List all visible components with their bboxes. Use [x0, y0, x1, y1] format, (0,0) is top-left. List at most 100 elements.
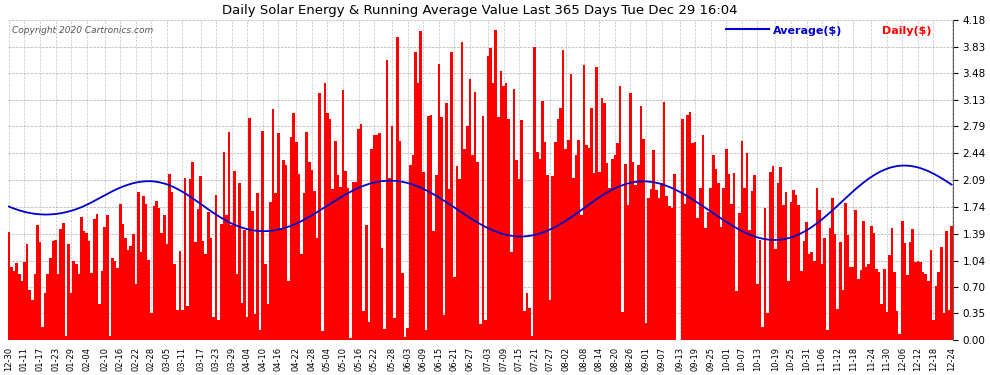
- Bar: [181, 310, 184, 340]
- Bar: [298, 174, 300, 340]
- Bar: [62, 223, 64, 340]
- Bar: [29, 290, 31, 340]
- Bar: [880, 304, 883, 340]
- Bar: [834, 234, 837, 340]
- Bar: [606, 163, 609, 340]
- Bar: [914, 262, 917, 340]
- Bar: [655, 190, 657, 340]
- Bar: [367, 322, 370, 340]
- Bar: [720, 227, 723, 340]
- Bar: [526, 293, 528, 340]
- Bar: [771, 166, 774, 340]
- Bar: [489, 48, 492, 340]
- Bar: [572, 178, 575, 340]
- Bar: [515, 160, 518, 340]
- Bar: [795, 195, 798, 340]
- Bar: [458, 179, 460, 340]
- Bar: [375, 135, 378, 340]
- Bar: [47, 274, 50, 340]
- Bar: [417, 83, 420, 340]
- Bar: [689, 112, 691, 340]
- Bar: [769, 172, 771, 340]
- Bar: [349, 338, 352, 340]
- Bar: [497, 117, 500, 340]
- Bar: [266, 303, 269, 340]
- Bar: [539, 159, 542, 340]
- Bar: [225, 215, 228, 340]
- Bar: [244, 230, 246, 340]
- Bar: [805, 222, 808, 340]
- Bar: [505, 82, 508, 340]
- Bar: [460, 42, 463, 340]
- Bar: [359, 124, 362, 340]
- Bar: [199, 176, 202, 340]
- Bar: [163, 214, 165, 340]
- Bar: [938, 272, 940, 340]
- Bar: [761, 327, 764, 340]
- Bar: [316, 237, 319, 340]
- Bar: [544, 142, 546, 340]
- Bar: [274, 193, 277, 340]
- Bar: [502, 87, 505, 340]
- Bar: [399, 141, 401, 340]
- Bar: [849, 267, 851, 340]
- Bar: [407, 328, 409, 340]
- Bar: [98, 303, 101, 340]
- Bar: [826, 330, 829, 340]
- Bar: [479, 324, 481, 340]
- Bar: [168, 174, 170, 340]
- Bar: [292, 112, 295, 340]
- Bar: [901, 220, 904, 340]
- Bar: [396, 38, 399, 340]
- Bar: [733, 173, 736, 340]
- Bar: [77, 274, 80, 340]
- Bar: [430, 115, 433, 340]
- Bar: [83, 231, 85, 340]
- Text: Copyright 2020 Cartronics.com: Copyright 2020 Cartronics.com: [12, 26, 153, 35]
- Bar: [414, 52, 417, 340]
- Bar: [23, 262, 26, 340]
- Bar: [816, 188, 818, 340]
- Bar: [904, 243, 906, 340]
- Bar: [36, 225, 39, 340]
- Bar: [290, 137, 292, 340]
- Bar: [643, 140, 644, 340]
- Bar: [300, 254, 303, 340]
- Bar: [484, 320, 487, 340]
- Bar: [738, 213, 741, 340]
- Bar: [401, 273, 404, 340]
- Bar: [559, 108, 561, 340]
- Bar: [233, 171, 236, 340]
- Bar: [352, 182, 354, 340]
- Bar: [622, 312, 624, 340]
- Bar: [536, 152, 539, 340]
- Bar: [883, 269, 885, 340]
- Bar: [593, 173, 595, 340]
- Bar: [588, 148, 590, 340]
- Bar: [165, 244, 168, 340]
- Bar: [93, 219, 96, 340]
- Bar: [839, 242, 842, 340]
- Bar: [308, 162, 311, 340]
- Bar: [160, 233, 163, 340]
- Bar: [609, 189, 611, 340]
- Bar: [640, 106, 643, 340]
- Bar: [748, 230, 750, 340]
- Bar: [122, 224, 124, 340]
- Bar: [710, 189, 712, 340]
- Bar: [481, 116, 484, 340]
- Bar: [303, 193, 306, 340]
- Bar: [471, 156, 474, 340]
- Bar: [117, 268, 119, 340]
- Bar: [784, 192, 787, 340]
- Bar: [492, 83, 494, 340]
- Bar: [940, 247, 942, 340]
- Bar: [96, 214, 98, 340]
- Bar: [885, 312, 888, 340]
- Bar: [210, 237, 212, 340]
- Bar: [707, 212, 710, 340]
- Bar: [155, 201, 157, 340]
- Bar: [717, 183, 720, 340]
- Bar: [614, 156, 616, 340]
- Bar: [652, 150, 655, 340]
